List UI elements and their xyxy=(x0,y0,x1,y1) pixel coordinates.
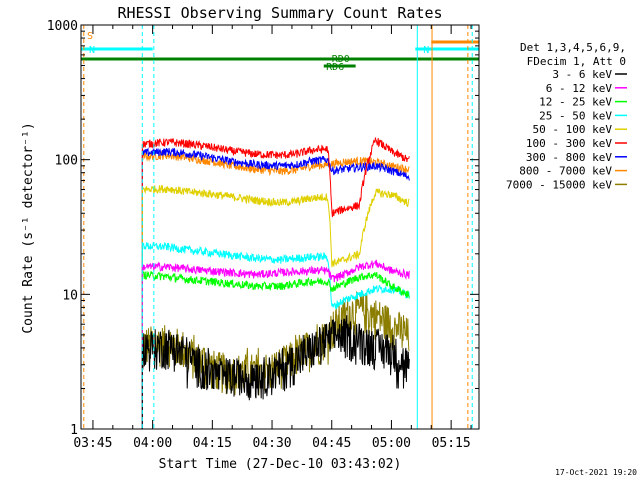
legend-label: 300 - 800 keV xyxy=(526,151,612,164)
y-axis-ticks: 1 10 100 1000 xyxy=(47,19,479,438)
flag-label: S xyxy=(87,31,93,42)
x-tick-label: 04:15 xyxy=(193,436,232,451)
x-axis-ticks: 03:45 04:00 04:15 04:30 04:45 05:00 05:15 xyxy=(73,25,472,451)
legend-label: 25 - 50 keV xyxy=(539,109,612,122)
flag-label: RD0 xyxy=(332,54,350,65)
x-tick-label: 04:00 xyxy=(133,436,172,451)
legend-label: 50 - 100 keV xyxy=(533,123,613,136)
chart-title: RHESSI Observing Summary Count Rates xyxy=(117,4,442,22)
legend-header-line: FDecim 1, Att 0 xyxy=(527,55,626,68)
flag-label: N xyxy=(423,45,429,56)
y-tick-label: 100 xyxy=(55,154,78,169)
flag-label: N xyxy=(89,45,95,56)
legend-label: 3 - 6 keV xyxy=(552,68,612,81)
plot-frame xyxy=(80,24,480,430)
flag-label: RD6 xyxy=(326,62,344,73)
x-tick-label: 04:30 xyxy=(252,436,291,451)
y-axis-label: Count Rate (s⁻¹ detector⁻¹) xyxy=(21,122,36,333)
legend-label: 800 - 7000 keV xyxy=(519,165,612,178)
legend-header-line: Det 1,3,4,5,6,9, xyxy=(520,41,626,54)
x-tick-label: 03:45 xyxy=(73,436,112,451)
legend-label: 6 - 12 keV xyxy=(546,82,613,95)
x-tick-label: 05:15 xyxy=(432,436,471,451)
timestamp: 17-Oct-2021 19:20 xyxy=(555,468,637,477)
legend-header: Det 1,3,4,5,6,9,FDecim 1, Att 0 xyxy=(520,41,626,68)
y-tick-label: 1000 xyxy=(47,19,78,34)
x-tick-label: 05:00 xyxy=(372,436,411,451)
x-axis-label: Start Time (27-Dec-10 03:43:02) xyxy=(159,457,402,472)
x-tick-label: 04:45 xyxy=(312,436,351,451)
y-tick-label: 10 xyxy=(62,288,78,303)
y-tick-label: 1 xyxy=(70,423,78,438)
legend-label: 7000 - 15000 keV xyxy=(506,178,612,191)
legend-label: 100 - 300 keV xyxy=(526,137,612,150)
legend-label: 12 - 25 keV xyxy=(539,96,612,109)
